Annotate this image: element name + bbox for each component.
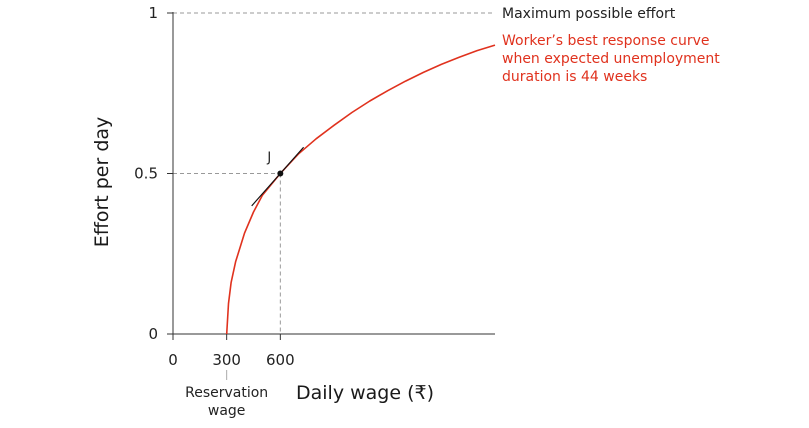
tangent-line xyxy=(251,146,305,207)
reservation-wage-label-line-0: Reservation xyxy=(185,385,268,401)
x-tick-label-2: 600 xyxy=(266,351,295,369)
best-response-curve xyxy=(225,44,496,335)
axes xyxy=(172,12,495,335)
point-j xyxy=(277,170,284,177)
max-effort-label: Maximum possible effort xyxy=(502,6,676,22)
x-tick-label-1: 300 xyxy=(212,351,241,369)
curve-label-line-0: Worker’s best response curve xyxy=(502,33,710,49)
ticks: 0 0.5 1 0 300 600 xyxy=(134,4,295,369)
x-tick-label-0: 0 xyxy=(168,351,178,369)
curve-label-line-1: when expected unemployment xyxy=(502,51,720,67)
curve-label-line-2: duration is 44 weeks xyxy=(502,69,647,85)
curve-layer xyxy=(225,44,496,335)
dashed-guides xyxy=(173,12,495,334)
y-axis-title: Effort per day xyxy=(91,117,113,248)
y-tick-label-0: 0 xyxy=(148,325,158,343)
y-tick-label-1: 0.5 xyxy=(134,165,158,183)
annotations: Maximum possible effort Reservation wage Wo… xyxy=(185,6,720,419)
y-tick-label-2: 1 xyxy=(148,4,158,22)
reservation-wage-label-line-1: wage xyxy=(208,403,246,419)
x-axis-title: Daily wage (₹) xyxy=(296,382,434,404)
point-j-label: J xyxy=(266,151,271,166)
